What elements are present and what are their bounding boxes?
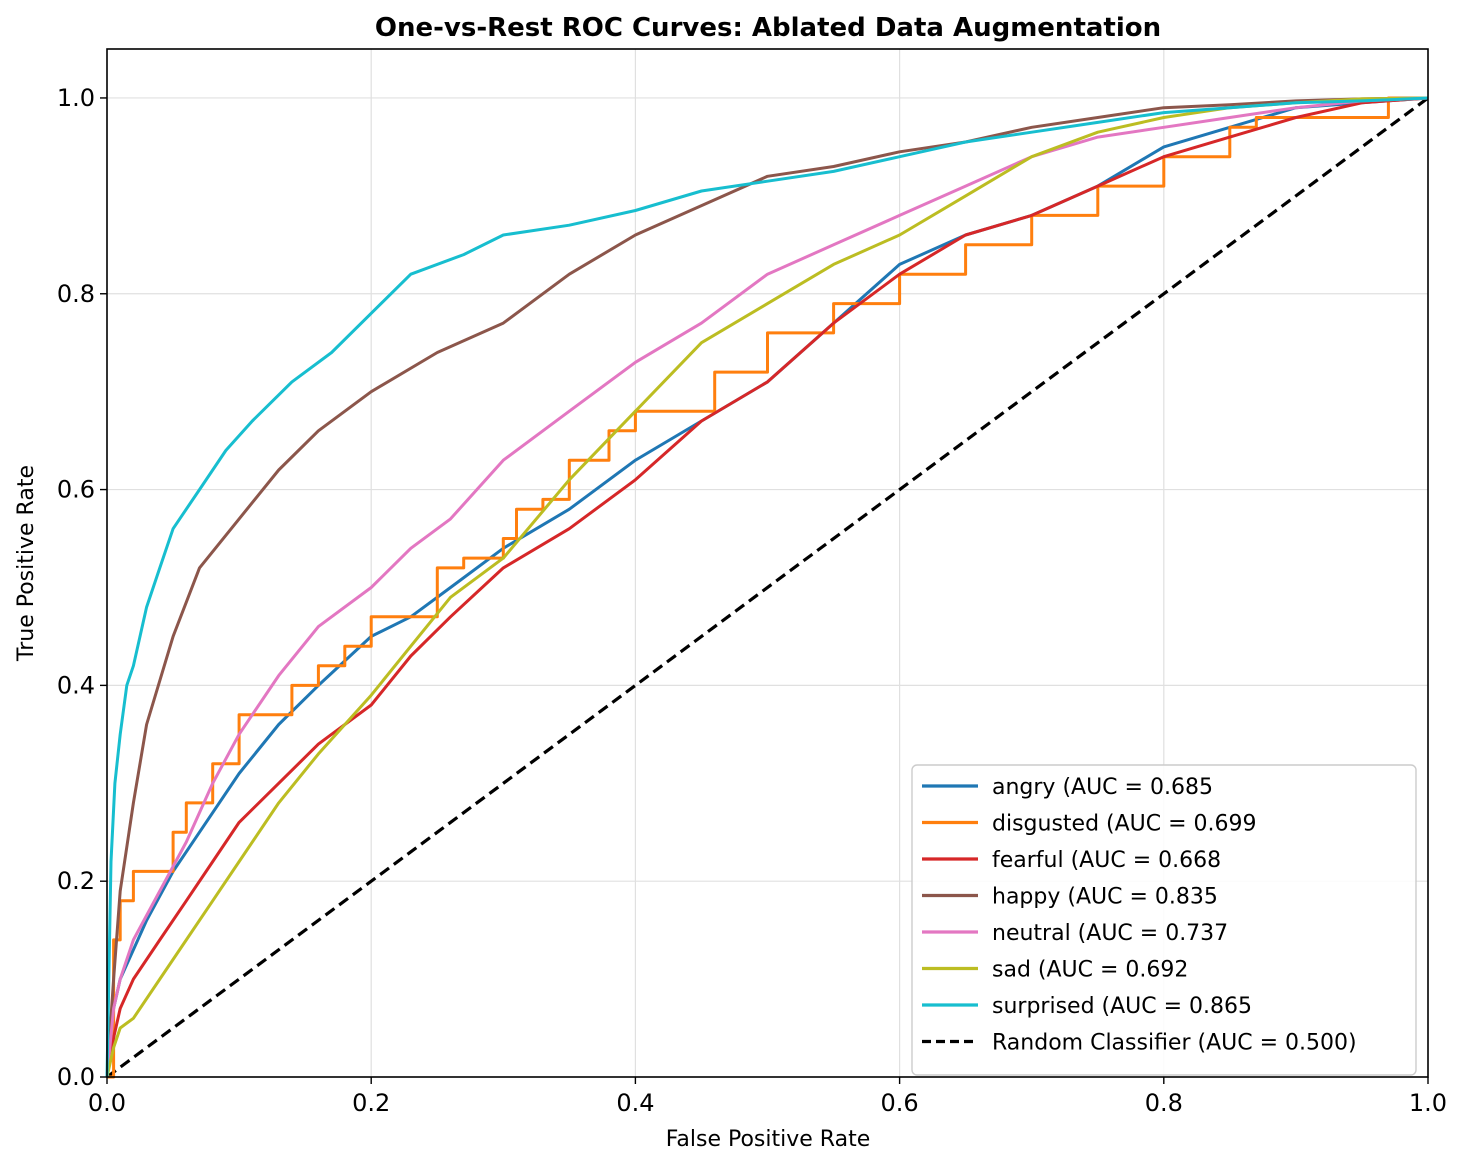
- legend-label-surprised: surprised (AUC = 0.865: [992, 994, 1252, 1019]
- y-tick-label-3: 0.6: [57, 476, 95, 504]
- x-tick-label-2: 0.4: [616, 1089, 654, 1117]
- random-classifier-line: [106, 96, 1429, 1079]
- legend: angry (AUC = 0.685 disgusted (AUC = 0.699…: [911, 764, 1417, 1076]
- legend-label-sad: sad (AUC = 0.692: [992, 958, 1188, 983]
- x-tick-label-1: 0.2: [352, 1089, 390, 1117]
- roc-curve-angry: [105, 96, 1429, 1078]
- legend-label-fearful: fearful (AUC = 0.668: [992, 848, 1221, 873]
- x-tick-label-0: 0.0: [88, 1089, 126, 1117]
- roc-curve-surprised: [105, 96, 1429, 1078]
- roc-curve-sad: [105, 96, 1429, 1078]
- x-tick-label-4: 0.8: [1145, 1089, 1183, 1117]
- roc-curve-neutral: [105, 96, 1429, 1078]
- y-tick-label-2: 0.4: [57, 671, 95, 699]
- roc-curve-fearful: [105, 96, 1429, 1078]
- roc-curve-disgusted: [107, 96, 1428, 1079]
- legend-label-neutral: neutral (AUC = 0.737: [992, 921, 1228, 946]
- roc-curve-happy: [105, 96, 1429, 1078]
- x-axis-label: False Positive Rate: [666, 1127, 870, 1152]
- y-axis-label: True Positive Rate: [14, 465, 39, 662]
- legend-box: [911, 764, 1417, 1076]
- y-tick-label-0: 0.0: [57, 1063, 95, 1091]
- y-tick-label-5: 1.0: [57, 84, 95, 112]
- legend-label-disgusted: disgusted (AUC = 0.699: [992, 812, 1257, 837]
- x-tick-label-5: 1.0: [1409, 1089, 1447, 1117]
- legend-label-happy: happy (AUC = 0.835: [992, 885, 1218, 910]
- y-tick-label-1: 0.2: [57, 867, 95, 895]
- y-tick-label-4: 0.8: [57, 280, 95, 308]
- legend-label-random-classifier: Random Classifier (AUC = 0.500): [992, 1031, 1357, 1056]
- chart-title: One-vs-Rest ROC Curves: Ablated Data Aug…: [375, 13, 1161, 43]
- ticks: 0.0 0.2 0.4 0.6 0.8 1.0 0.0 0.2 0.4 0.6 0.8 1.0: [57, 84, 1447, 1117]
- legend-label-angry: angry (AUC = 0.685: [992, 775, 1213, 800]
- curves: [105, 96, 1429, 1079]
- x-tick-label-3: 0.6: [881, 1089, 919, 1117]
- plot-frame: [106, 48, 1429, 1078]
